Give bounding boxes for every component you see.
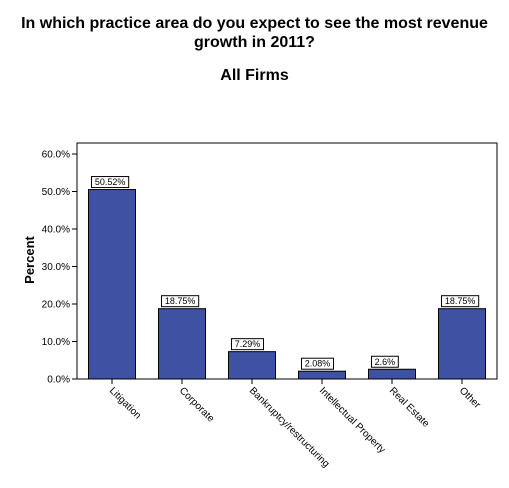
bar [158, 308, 206, 380]
y-tick-label: 20.0% [42, 300, 70, 311]
chart-title-line-2: growth in 2011? [194, 34, 315, 51]
plot-area [76, 142, 498, 380]
data-label-box [371, 355, 399, 368]
bar [438, 308, 486, 380]
bar [228, 351, 276, 380]
y-tick-label: 50.0% [42, 187, 70, 198]
bar [298, 370, 346, 380]
category-label: Litigation [107, 385, 143, 421]
category-label: Corporate [177, 385, 217, 425]
y-tick-label: 60.0% [42, 150, 70, 161]
data-label-box [301, 357, 334, 370]
y-tick-label: 0.0% [47, 375, 70, 386]
category-label: Intellectual Property [317, 385, 387, 455]
chart-subtitle: All Firms [220, 67, 289, 84]
chart-title-line-1: In which practice area do you expect to … [21, 15, 488, 32]
data-label: 7.29% [235, 339, 261, 349]
data-label: 18.75% [445, 296, 476, 306]
data-label: 2.6% [375, 357, 396, 367]
y-axis-label: Percent [22, 235, 37, 283]
category-label: Bankruptcy/restructuring [247, 385, 331, 469]
data-label-box [441, 295, 480, 308]
bar [368, 368, 416, 380]
category-label: Real Estate [387, 385, 432, 430]
data-label: 50.52% [95, 177, 126, 187]
y-tick-label: 40.0% [42, 225, 70, 236]
y-tick-label: 30.0% [42, 262, 70, 273]
category-label: Other [457, 385, 483, 411]
bar [88, 189, 136, 380]
chart-title: In which practice area do you expect to … [0, 14, 509, 52]
data-label-box [231, 338, 264, 351]
data-label: 2.08% [305, 359, 331, 369]
data-label-box [161, 295, 200, 308]
data-label: 18.75% [165, 296, 196, 306]
y-tick-label: 10.0% [42, 337, 70, 348]
data-label-box [91, 176, 130, 189]
